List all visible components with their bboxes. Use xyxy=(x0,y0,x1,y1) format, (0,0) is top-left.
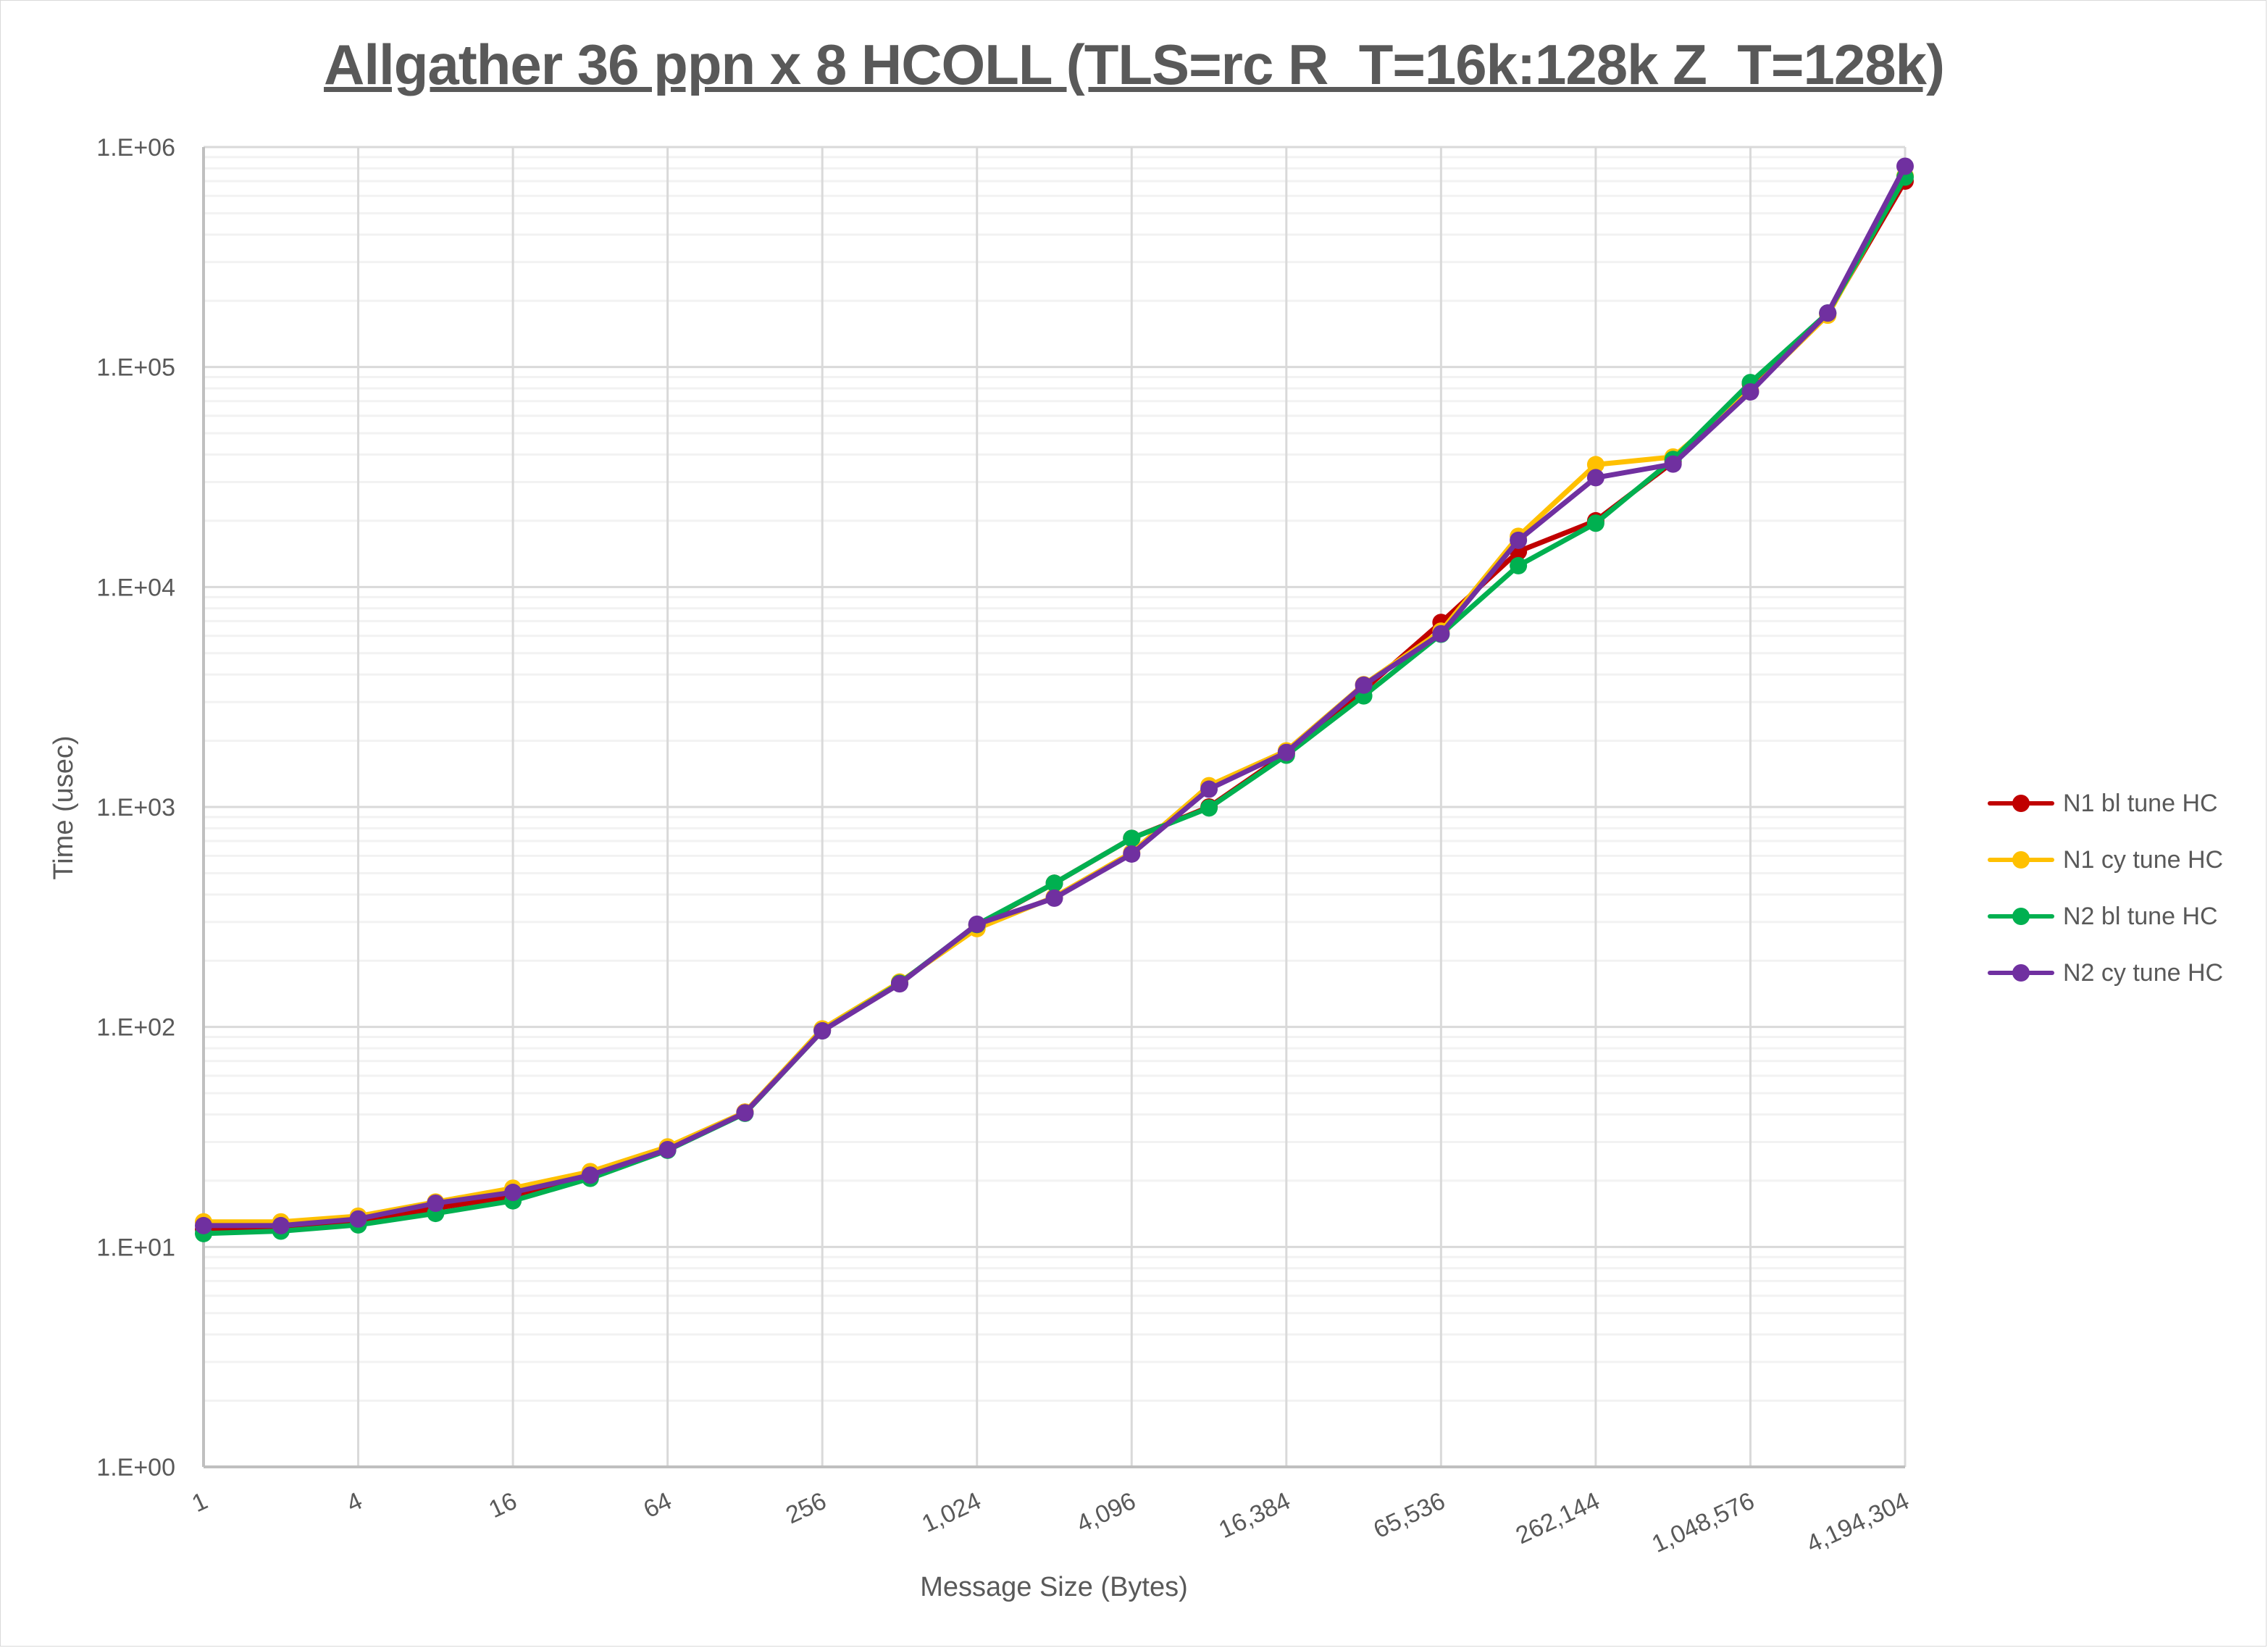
chart-title: Allgather 36 ppn x 8 HCOLL (TLS=rc R_T=1… xyxy=(324,33,1945,96)
series-n2-bl-tune-hc xyxy=(195,168,1914,1242)
data-point xyxy=(968,915,986,933)
legend-item: N1 cy tune HC xyxy=(1985,832,2223,888)
x-tick-label: 1 xyxy=(188,1487,212,1518)
y-tick-label: 1.E+01 xyxy=(96,1234,175,1261)
data-point xyxy=(658,1140,677,1158)
data-point xyxy=(736,1104,754,1122)
y-tick-label: 1.E+00 xyxy=(96,1454,175,1481)
data-series xyxy=(195,157,1914,1242)
data-point xyxy=(1586,469,1604,487)
y-axis-label: Time (usec) xyxy=(49,735,79,879)
axes xyxy=(202,147,1905,1468)
series-n2-cy-tune-hc xyxy=(195,157,1914,1234)
minor-gridlines xyxy=(204,156,1905,1402)
legend-marker-icon xyxy=(1985,845,2057,874)
data-point xyxy=(1896,157,1914,175)
legend: N1 bl tune HC N1 cy tune HC N2 bl tune HC N… xyxy=(1985,775,2223,1001)
data-point xyxy=(272,1216,290,1234)
legend-marker-icon xyxy=(1985,902,2057,931)
legend-label: N1 cy tune HC xyxy=(2063,845,2224,874)
data-point xyxy=(1510,531,1528,549)
x-tick-label: 16 xyxy=(485,1487,521,1523)
data-point xyxy=(1200,780,1218,798)
data-point xyxy=(1355,676,1373,694)
legend-marker-icon xyxy=(1985,789,2057,818)
x-tick-label: 4 xyxy=(343,1487,367,1518)
legend-label: N2 bl tune HC xyxy=(2063,902,2218,930)
data-point xyxy=(1277,743,1295,761)
data-point xyxy=(581,1166,599,1184)
legend-item: N1 bl tune HC xyxy=(1985,775,2223,832)
data-point xyxy=(1200,799,1218,817)
data-point xyxy=(1045,889,1063,907)
data-point xyxy=(1819,304,1837,322)
y-tick-label: 1.E+05 xyxy=(96,354,175,382)
data-point xyxy=(1123,829,1141,848)
data-point xyxy=(1123,845,1141,863)
data-point xyxy=(195,1216,212,1234)
data-point xyxy=(1510,556,1528,574)
series-n1-cy-tune-hc xyxy=(195,167,1914,1231)
x-tick-label: 256 xyxy=(782,1487,830,1529)
data-point xyxy=(349,1210,367,1228)
data-point xyxy=(1741,382,1759,401)
x-axis-tick-labels: 1 4 16 64 256 1,024 4,096 16,384 65,536 262,144 1,… xyxy=(188,1487,1913,1558)
data-point xyxy=(1586,456,1604,474)
y-tick-label: 1.E+06 xyxy=(96,134,175,162)
x-tick-label: 1,048,576 xyxy=(1648,1487,1759,1558)
legend-marker-icon xyxy=(1985,958,2057,987)
y-tick-label: 1.E+03 xyxy=(96,794,175,821)
y-axis-tick-labels: 1.E+00 1.E+01 1.E+02 1.E+03 1.E+04 1.E+05 1.E+… xyxy=(96,134,175,1481)
legend-item: N2 bl tune HC xyxy=(1985,888,2223,945)
x-tick-label: 65,536 xyxy=(1369,1487,1449,1544)
data-point xyxy=(1432,624,1450,643)
x-axis-label: Message Size (Bytes) xyxy=(920,1572,1188,1602)
series-n1-bl-tune-hc xyxy=(195,172,1914,1239)
data-point xyxy=(427,1195,445,1213)
data-point xyxy=(813,1022,832,1040)
y-tick-label: 1.E+04 xyxy=(96,574,175,601)
x-tick-label: 16,384 xyxy=(1215,1487,1294,1544)
x-tick-label: 64 xyxy=(640,1487,676,1523)
x-tick-label: 1,024 xyxy=(918,1487,985,1538)
legend-item: N2 cy tune HC xyxy=(1985,945,2223,1001)
data-point xyxy=(890,975,908,993)
legend-label: N2 cy tune HC xyxy=(2063,958,2224,987)
data-point xyxy=(1586,514,1604,532)
y-tick-label: 1.E+02 xyxy=(96,1014,175,1042)
legend-label: N1 bl tune HC xyxy=(2063,789,2218,817)
data-point xyxy=(1664,455,1682,473)
data-point xyxy=(504,1184,522,1202)
data-point xyxy=(1045,874,1063,892)
x-tick-label: 4,194,304 xyxy=(1802,1487,1913,1558)
x-tick-label: 4,096 xyxy=(1072,1487,1139,1538)
x-tick-label: 262,144 xyxy=(1512,1487,1604,1549)
